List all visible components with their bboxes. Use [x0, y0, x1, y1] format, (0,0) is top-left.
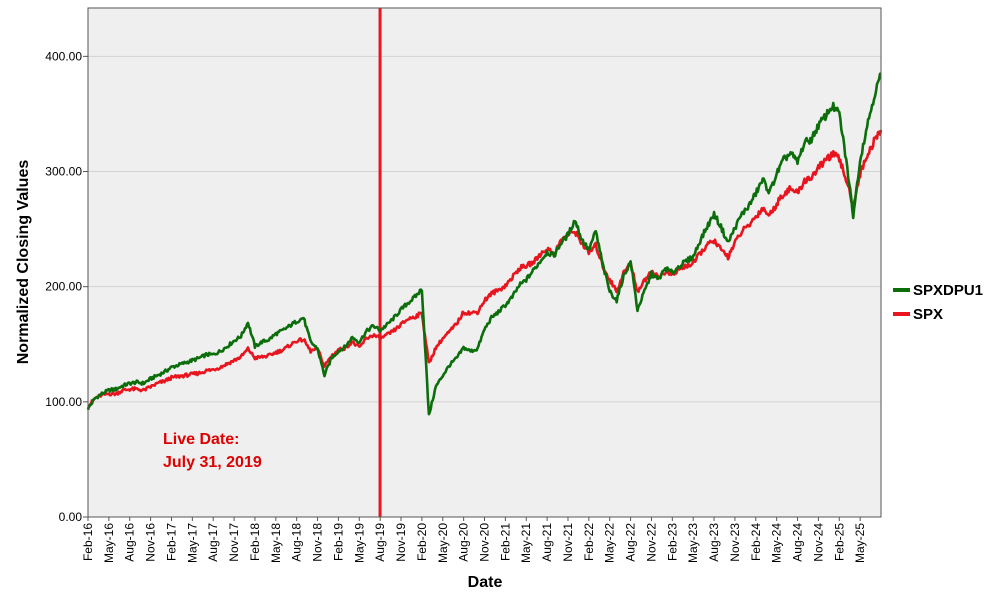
x-tick-label: Aug-17 — [206, 523, 220, 562]
x-tick-label: Feb-24 — [749, 523, 763, 561]
x-tick-label: Feb-21 — [498, 523, 512, 561]
x-axis-title: Date — [468, 574, 503, 591]
x-tick-label: Aug-18 — [290, 523, 304, 562]
legend-label-spx: SPX — [913, 306, 943, 323]
legend-label-spxdpu1: SPXDPU1 — [913, 282, 983, 299]
x-tick-label: May-20 — [436, 523, 450, 563]
y-tick-label: 100.00 — [45, 395, 82, 409]
x-tick-label: Aug-23 — [707, 523, 721, 562]
series-line-spx — [86, 129, 883, 409]
x-tick-label: Aug-19 — [373, 523, 387, 562]
x-tick-label: Nov-20 — [478, 523, 492, 562]
x-tick-label: Aug-21 — [540, 523, 554, 562]
legend: SPXDPU1 SPX — [893, 282, 983, 323]
grid-lines — [88, 55, 881, 403]
y-axis: 0.00 100.00 200.00 300.00 400.00 — [45, 49, 88, 524]
x-tick-label: May-16 — [102, 523, 116, 563]
y-tick-label: 0.00 — [59, 510, 83, 524]
annotation-line-1: Live Date: — [163, 431, 239, 448]
x-tick-label: Nov-22 — [644, 523, 658, 562]
x-tick-label: May-23 — [686, 523, 700, 563]
y-tick-label: 300.00 — [45, 165, 82, 179]
x-tick-label: Nov-19 — [394, 523, 408, 562]
x-tick-label: Nov-24 — [811, 523, 825, 562]
x-tick-label: May-18 — [269, 523, 283, 563]
y-axis-title: Normalized Closing Values — [15, 160, 32, 365]
x-tick-label: Aug-22 — [624, 523, 638, 562]
x-tick-label: Feb-16 — [81, 523, 95, 561]
plot-background — [88, 8, 881, 517]
x-tick-label: Feb-20 — [415, 523, 429, 561]
x-tick-label: Aug-20 — [457, 523, 471, 562]
y-tick-label: 200.00 — [45, 280, 82, 294]
x-tick-label: Nov-17 — [227, 523, 241, 562]
x-tick-label: May-22 — [603, 523, 617, 563]
x-tick-label: Feb-23 — [665, 523, 679, 561]
x-tick-label: Nov-21 — [561, 523, 575, 562]
x-tick-label: May-17 — [185, 523, 199, 563]
x-tick-label: Feb-18 — [248, 523, 262, 561]
x-tick-label: Nov-23 — [728, 523, 742, 562]
x-tick-label: May-25 — [853, 523, 867, 563]
x-tick-label: Feb-17 — [164, 523, 178, 561]
x-tick-label: Nov-18 — [311, 523, 325, 562]
x-tick-label: May-19 — [352, 523, 366, 563]
x-tick-label: May-24 — [770, 523, 784, 563]
series-line-spxdpu1 — [86, 72, 882, 416]
x-tick-label: Aug-16 — [123, 523, 137, 562]
x-tick-label: Aug-24 — [791, 523, 805, 562]
x-tick-label: Nov-16 — [144, 523, 158, 562]
x-tick-label: May-21 — [519, 523, 533, 563]
x-tick-label: Feb-25 — [832, 523, 846, 561]
annotation-line-2: July 31, 2019 — [163, 454, 262, 471]
x-axis: Feb-16 May-16 Aug-16 Nov-16 Feb-17 May-17 Aug-… — [81, 517, 867, 563]
y-tick-label: 400.00 — [45, 49, 82, 63]
x-tick-label: Feb-19 — [331, 523, 345, 561]
series-lines — [86, 72, 883, 416]
x-tick-label: Feb-22 — [582, 523, 596, 561]
annotation: Live Date: July 31, 2019 — [163, 431, 262, 471]
